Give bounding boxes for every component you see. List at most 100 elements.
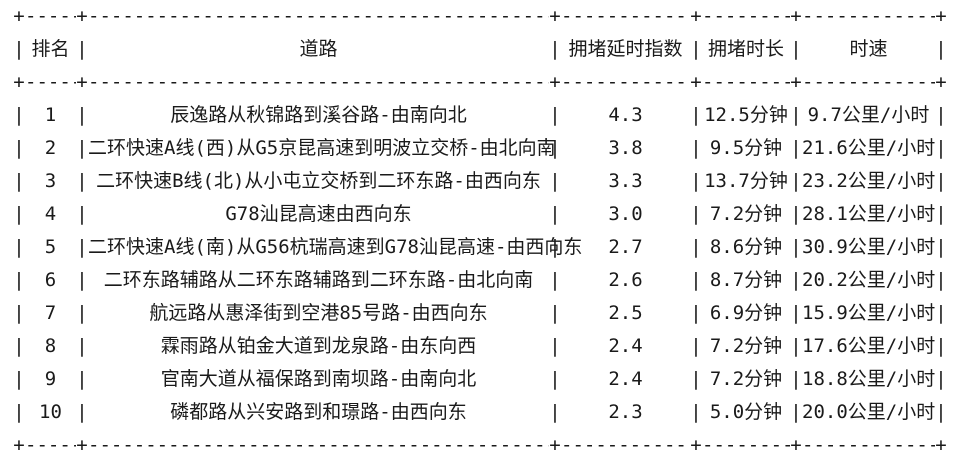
- dash-segment: ----------------------------------------…: [88, 5, 549, 27]
- header-row: | 排名 | 道路 | 拥堵延时指数 | 拥堵时长 | 时速 |: [13, 33, 947, 66]
- column-divider: |: [690, 170, 702, 192]
- column-divider: |: [13, 368, 25, 390]
- dash-segment: ----------------------------------------…: [561, 71, 690, 93]
- plus-junction: +: [935, 71, 947, 93]
- dash-segment: ----------------------------------------…: [561, 434, 690, 456]
- column-divider: |: [935, 203, 947, 225]
- column-divider: |: [935, 170, 947, 192]
- cell-speed: 9.7公里/小时: [807, 104, 930, 126]
- column-divider: |: [76, 302, 88, 324]
- column-divider: |: [790, 104, 802, 126]
- traffic-rank-table: +---------------------------------------…: [13, 0, 947, 462]
- column-divider: |: [549, 269, 561, 291]
- cell-road: 霖雨路从铂金大道到龙泉路-由东向西: [160, 335, 477, 357]
- plus-junction: +: [76, 5, 88, 27]
- column-divider: |: [690, 302, 702, 324]
- cell-rank: 9: [44, 368, 57, 390]
- cell-congestion-duration: 7.2分钟: [709, 368, 783, 390]
- plus-junction: +: [790, 71, 802, 93]
- cell-road: 磷都路从兴安路到和璟路-由西向东: [170, 401, 467, 423]
- column-divider: |: [790, 335, 802, 357]
- header-cell-road: 道路: [299, 38, 338, 60]
- cell-speed: 20.2公里/小时: [802, 269, 936, 291]
- column-divider: |: [549, 137, 561, 159]
- column-divider: |: [76, 368, 88, 390]
- plus-junction: +: [935, 434, 947, 456]
- table-row: | 2 | 二环快速A线(西)从G5京昆高速到明波立交桥-由北向南 | 3.8 | 9.5分钟…: [13, 132, 947, 165]
- cell-speed: 17.6公里/小时: [802, 335, 936, 357]
- table-row: | 3 | 二环快速B线(北)从小屯立交桥到二环东路-由西向东 | 3.3 | 13.7分钟 |…: [13, 165, 947, 198]
- column-divider: |: [13, 38, 25, 60]
- cell-congestion-duration: 5.0分钟: [709, 401, 783, 423]
- cell-congestion-duration: 7.2分钟: [709, 335, 783, 357]
- column-divider: |: [76, 401, 88, 423]
- column-divider: |: [690, 137, 702, 159]
- column-divider: |: [13, 335, 25, 357]
- cell-rank: 10: [39, 401, 62, 423]
- cell-rank: 2: [44, 137, 57, 159]
- cell-congestion-delay-index: 4.3: [608, 104, 643, 126]
- column-divider: |: [935, 269, 947, 291]
- plus-junction: +: [690, 71, 702, 93]
- dash-segment: ----------------------------------------…: [702, 5, 790, 27]
- plus-junction: +: [790, 434, 802, 456]
- column-divider: |: [790, 269, 802, 291]
- column-divider: |: [690, 104, 702, 126]
- header-cell-congestion-duration: 拥堵时长: [707, 38, 784, 60]
- cell-congestion-delay-index: 2.4: [608, 368, 643, 390]
- column-divider: |: [690, 401, 702, 423]
- column-divider: |: [13, 104, 25, 126]
- column-divider: |: [935, 335, 947, 357]
- cell-congestion-duration: 13.7分钟: [704, 170, 788, 192]
- cell-speed: 20.0公里/小时: [802, 401, 936, 423]
- column-divider: |: [690, 236, 702, 258]
- cell-congestion-delay-index: 2.7: [608, 236, 643, 258]
- cell-congestion-duration: 6.9分钟: [709, 302, 783, 324]
- cell-rank: 4: [44, 203, 57, 225]
- table-row: | 4 | G78汕昆高速由西向东 | 3.0 | 7.2分钟 | 28.1公里/小时 |: [13, 198, 947, 231]
- column-divider: |: [549, 335, 561, 357]
- column-divider: |: [13, 302, 25, 324]
- plus-junction: +: [76, 434, 88, 456]
- column-divider: |: [690, 368, 702, 390]
- column-divider: |: [935, 368, 947, 390]
- column-divider: |: [76, 38, 88, 60]
- cell-congestion-delay-index: 2.4: [608, 335, 643, 357]
- column-divider: |: [76, 137, 88, 159]
- cell-rank: 7: [44, 302, 57, 324]
- plus-junction: +: [549, 71, 561, 93]
- column-divider: |: [13, 236, 25, 258]
- column-divider: |: [549, 236, 561, 258]
- table-border-row: +---------------------------------------…: [13, 429, 947, 462]
- table-border-row: +---------------------------------------…: [13, 0, 947, 33]
- cell-rank: 3: [44, 170, 57, 192]
- column-divider: |: [549, 302, 561, 324]
- column-divider: |: [790, 401, 802, 423]
- cell-road: 辰逸路从秋锦路到溪谷路-由南向北: [170, 104, 467, 126]
- column-divider: |: [935, 137, 947, 159]
- cell-congestion-duration: 8.6分钟: [709, 236, 783, 258]
- column-divider: |: [935, 302, 947, 324]
- cell-rank: 6: [44, 269, 57, 291]
- header-cell-congestion-delay-index: 拥堵延时指数: [568, 38, 683, 60]
- column-divider: |: [549, 104, 561, 126]
- plus-junction: +: [790, 5, 802, 27]
- column-divider: |: [76, 104, 88, 126]
- dash-segment: ----------------------------------------…: [802, 434, 935, 456]
- column-divider: |: [790, 302, 802, 324]
- column-divider: |: [935, 401, 947, 423]
- column-divider: |: [13, 401, 25, 423]
- cell-congestion-duration: 7.2分钟: [709, 203, 783, 225]
- column-divider: |: [790, 203, 802, 225]
- column-divider: |: [790, 170, 802, 192]
- cell-road: 二环快速A线(南)从G56杭瑞高速到G78汕昆高速-由西向东: [88, 236, 583, 258]
- dash-segment: ----------------------------------------…: [802, 5, 935, 27]
- column-divider: |: [13, 269, 25, 291]
- plus-junction: +: [549, 5, 561, 27]
- column-divider: |: [790, 38, 802, 60]
- cell-road: 二环快速B线(北)从小屯立交桥到二环东路-由西向东: [96, 170, 541, 192]
- dash-segment: ----------------------------------------…: [25, 5, 76, 27]
- column-divider: |: [549, 401, 561, 423]
- column-divider: |: [935, 236, 947, 258]
- dash-segment: ----------------------------------------…: [88, 71, 549, 93]
